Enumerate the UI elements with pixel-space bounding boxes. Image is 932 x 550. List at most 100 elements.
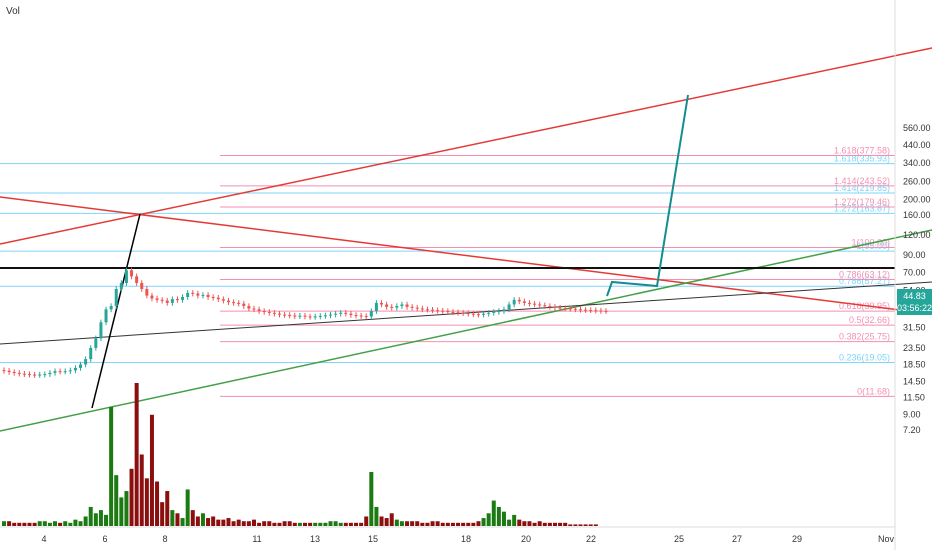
volume-bar <box>379 516 384 526</box>
time-tick-label: 13 <box>310 534 320 544</box>
candle-body <box>471 313 475 315</box>
candle-body <box>48 372 52 375</box>
volume-bar <box>119 497 124 526</box>
candle-body <box>63 371 67 373</box>
candle-body <box>308 316 312 318</box>
volume-bar <box>58 522 63 526</box>
volume-bar <box>226 518 231 526</box>
volume-bar <box>588 524 593 526</box>
price-axis[interactable]: 560.00 440.00 340.00 260.00 200.00 160.00 120.… <box>894 0 931 550</box>
candle-body <box>512 299 516 305</box>
time-tick-label: Nov <box>878 534 895 544</box>
candle-body <box>2 370 6 372</box>
candle-body <box>538 304 542 306</box>
volume-bar <box>384 518 389 526</box>
candle-body <box>436 310 440 312</box>
volume-bar <box>53 521 58 526</box>
candle-body <box>33 374 37 376</box>
candle-body <box>451 311 455 313</box>
candle-body <box>303 315 307 317</box>
candle-body <box>119 282 123 289</box>
time-tick-label: 27 <box>732 534 742 544</box>
volume-bar <box>374 506 379 526</box>
volume-bar <box>471 522 476 526</box>
time-axis[interactable]: 4 6 8 11 13 15 18 20 22 25 27 29 Nov <box>0 526 895 544</box>
candle-body <box>354 314 358 316</box>
volume-bar <box>313 522 318 526</box>
candle-body <box>323 315 327 317</box>
volume-bar <box>552 522 557 526</box>
candle-body <box>94 338 98 348</box>
candle-body <box>130 270 134 277</box>
volume-bar <box>354 522 359 526</box>
candle-body <box>313 316 317 318</box>
candle-body <box>155 298 159 300</box>
volume-bar <box>180 518 185 526</box>
volume-bar <box>568 524 573 526</box>
volume-bar <box>83 516 88 526</box>
volume-bar <box>359 522 364 526</box>
volume-bar <box>507 519 512 526</box>
candle-body <box>277 313 281 315</box>
candle-body <box>79 364 83 368</box>
volume-bar <box>364 516 369 526</box>
candle-body <box>140 282 144 289</box>
candle-body <box>548 306 552 308</box>
price-tick-label: 90.00 <box>903 250 926 260</box>
candle-body <box>288 314 292 316</box>
candle-body <box>267 311 271 313</box>
candle-body <box>272 312 276 314</box>
candle-body <box>410 306 414 308</box>
volume-bar <box>593 524 598 526</box>
volume-bar <box>206 518 211 526</box>
volume-bar <box>124 491 129 526</box>
volume-bar <box>292 522 297 526</box>
volume-bar <box>394 519 399 526</box>
volume-bar <box>445 522 450 526</box>
candle-body <box>298 315 302 317</box>
upper-red-channel-line <box>0 47 932 245</box>
candle-body <box>84 359 88 365</box>
volume-bar <box>369 471 374 526</box>
impulse-wave-line <box>91 213 141 409</box>
volume-bar <box>267 521 272 526</box>
candle-body <box>221 299 225 301</box>
volume-bar <box>93 513 98 526</box>
volume-bar <box>27 522 32 526</box>
volume-bar <box>170 510 175 526</box>
candle-body <box>252 308 256 310</box>
candle-body <box>349 313 353 315</box>
candle-body <box>28 374 32 376</box>
volume-bar <box>573 524 578 526</box>
candle-body <box>211 296 215 298</box>
candle-body <box>175 299 179 301</box>
candle-body <box>344 312 348 314</box>
volume-bar <box>456 522 461 526</box>
volume-bar <box>73 519 78 526</box>
volume-bar <box>287 521 292 526</box>
volume-bar <box>558 522 563 526</box>
volume-bar <box>144 478 149 526</box>
volume-bar <box>297 522 302 526</box>
volume-label: Vol <box>6 6 20 17</box>
candle-body <box>145 288 149 296</box>
fib-label: 0.236(19.05) <box>839 352 890 362</box>
volume-bar <box>435 521 440 526</box>
volume-bar <box>476 521 481 526</box>
candle-body <box>415 307 419 309</box>
fib-label: 1.414(243.52) <box>834 176 890 186</box>
price-tick-label: 7.20 <box>903 425 921 435</box>
price-tick-label: 11.50 <box>903 392 925 402</box>
volume-bar <box>486 513 491 526</box>
candle-body <box>73 367 77 371</box>
candle-body <box>497 311 501 313</box>
volume-bar <box>517 519 522 526</box>
volume-bar <box>405 521 410 526</box>
volume-bar <box>160 502 165 526</box>
volume-bar <box>104 514 109 526</box>
volume-bar <box>32 522 37 526</box>
candle-body <box>533 303 537 305</box>
candle-body <box>527 302 531 304</box>
volume-bar <box>98 510 103 526</box>
